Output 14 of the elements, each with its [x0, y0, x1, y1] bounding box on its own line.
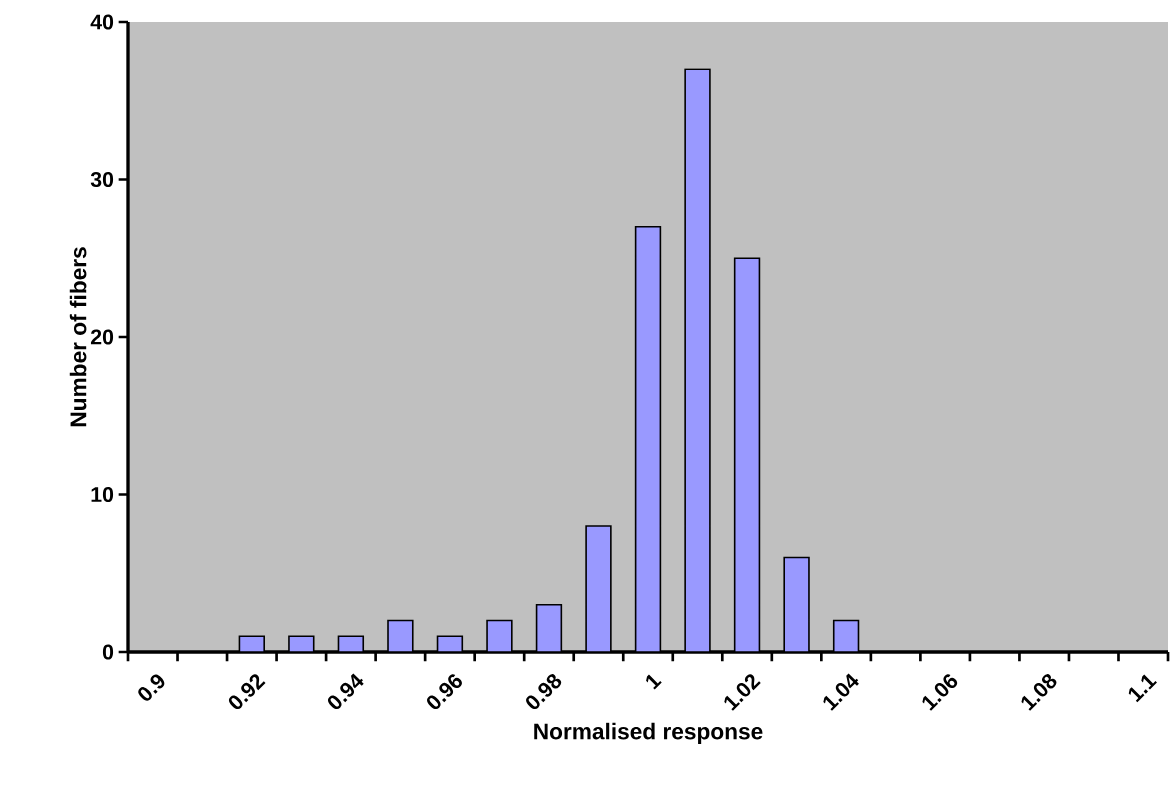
y-tick-label: 20	[90, 329, 114, 345]
x-tick-label: 0.96	[427, 674, 462, 710]
y-tick-label: 10	[91, 486, 114, 503]
x-tick-label: 1.1	[1128, 674, 1157, 703]
y-tick-label: 0	[102, 644, 114, 660]
x-tick-label: 0.9	[138, 674, 165, 701]
x-axis-title: Normalised response	[534, 722, 763, 744]
y-tick-label: 40	[90, 14, 114, 30]
x-tick-label: 0.98	[526, 674, 562, 710]
x-tick-label: 0.92	[228, 674, 266, 710]
x-tick-label: 1	[646, 674, 662, 690]
y-tick-label: 30	[90, 171, 114, 188]
y-axis-title: Number of fibers	[69, 247, 87, 427]
x-tick-label: 0.94	[327, 673, 364, 710]
